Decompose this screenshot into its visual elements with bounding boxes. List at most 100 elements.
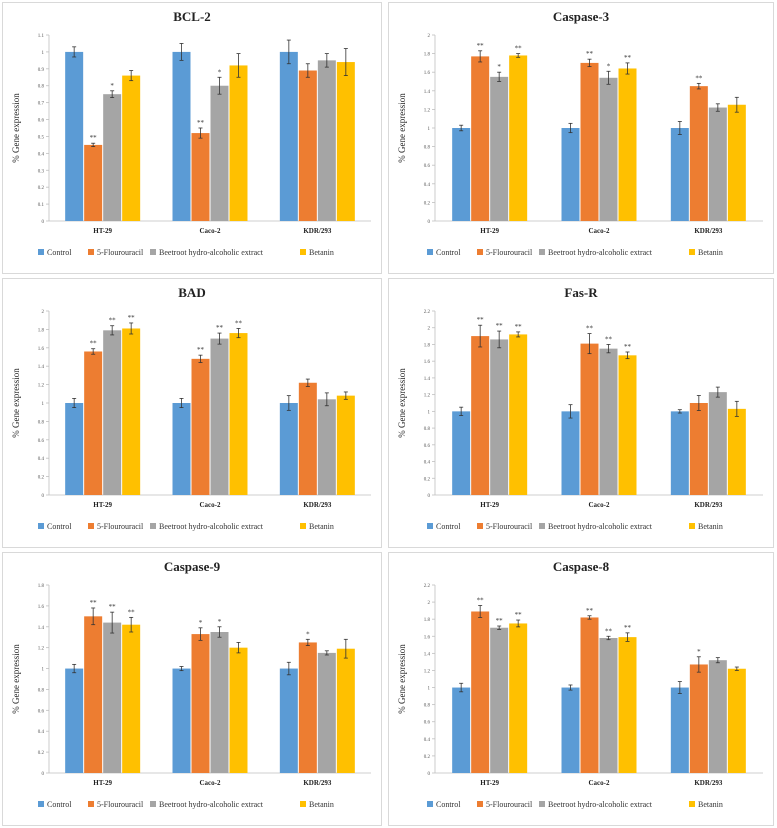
- bar-ht-29-5-flourouracil: [471, 336, 490, 495]
- bar-kdr-293-beetroot-hydro-alcoholic-extract: [317, 60, 336, 222]
- significance-label: **: [624, 54, 632, 62]
- significance-label: **: [197, 119, 205, 127]
- x-category-label: HT-29: [480, 227, 499, 235]
- legend-label-betanin: Betanin: [309, 248, 334, 257]
- y-tick-label: 0.6: [424, 164, 431, 169]
- chart-panel-bad: BAD % Gene expression 0 0.2 0.4 0.6 0.8 1 1.2 1.4…: [2, 278, 382, 548]
- legend-label-betanin: Betanin: [309, 522, 334, 531]
- y-tick-label: 0.8: [424, 704, 431, 709]
- y-tick-label: 0.6: [38, 709, 45, 714]
- significance-label: *: [697, 648, 701, 656]
- significance-label: *: [110, 82, 114, 90]
- significance-label: **: [586, 50, 594, 58]
- chart-fasr: Fas-R % Gene expression 0 0.2 0.4 0.6 0.8 1 1.2 1…: [397, 285, 763, 531]
- significance-label: **: [90, 134, 98, 142]
- legend-swatch-beetroot-hydro-alcoholic-extract: [150, 249, 156, 255]
- bar-kdr-293-beetroot-hydro-alcoholic-extract: [708, 660, 727, 773]
- y-tick-label: 1.6: [424, 71, 431, 76]
- y-tick-label: 0.9: [38, 68, 45, 73]
- significance-label: **: [90, 340, 98, 348]
- bar-kdr-293-control: [670, 687, 689, 773]
- bar-ht-29-control: [65, 51, 84, 222]
- y-tick-label: 2.2: [424, 310, 431, 315]
- bar-caco-2-beetroot-hydro-alcoholic-extract: [599, 77, 618, 221]
- x-category-label: Caco-2: [200, 501, 221, 509]
- legend-swatch-5-flourouracil: [88, 249, 94, 255]
- y-axis-label: % Gene expression: [397, 368, 407, 438]
- bar-kdr-293-betanin: [336, 395, 355, 495]
- legend-swatch-control: [427, 249, 433, 255]
- y-tick-label: 2: [428, 327, 431, 332]
- significance-label: **: [235, 319, 243, 327]
- bar-caco-2-betanin: [229, 647, 248, 773]
- chart-panel-caspase3: Caspase-3 % Gene expression 0 0.2 0.4 0.6 0.8 1…: [388, 2, 774, 274]
- y-tick-label: 0.4: [424, 183, 431, 188]
- legend-swatch-5-flourouracil: [88, 801, 94, 807]
- y-tick-label: 1: [42, 51, 45, 56]
- y-tick-label: 1: [428, 127, 431, 132]
- x-category-label: HT-29: [93, 501, 112, 509]
- bar-kdr-293-beetroot-hydro-alcoholic-extract: [317, 652, 336, 773]
- bar-caco-2-5-flourouracil: [580, 62, 599, 222]
- x-category-label: HT-29: [93, 779, 112, 787]
- legend-label-5-flourouracil: 5-Flourouracil: [97, 800, 144, 809]
- significance-label: **: [586, 325, 594, 333]
- y-tick-label: 1.2: [38, 384, 45, 389]
- y-tick-label: 1: [428, 410, 431, 415]
- x-category-label: Caco-2: [589, 227, 610, 235]
- significance-label: *: [218, 618, 222, 626]
- y-tick-label: 1.4: [424, 90, 431, 95]
- legend-label-5-flourouracil: 5-Flourouracil: [486, 522, 533, 531]
- y-tick-label: 1.4: [424, 652, 431, 657]
- legend-label-beetroot-hydro-alcoholic-extract: Beetroot hydro-alcoholic extract: [548, 800, 653, 809]
- legend-swatch-beetroot-hydro-alcoholic-extract: [150, 523, 156, 529]
- y-tick-label: 0.7: [38, 102, 45, 107]
- bar-ht-29-betanin: [509, 334, 528, 495]
- bar-caco-2-betanin: [229, 333, 248, 495]
- y-tick-label: 0.2: [424, 201, 431, 206]
- x-category-label: KDR/293: [303, 779, 332, 787]
- bar-caco-2-beetroot-hydro-alcoholic-extract: [210, 85, 229, 222]
- significance-label: **: [496, 322, 504, 330]
- legend-swatch-betanin: [689, 801, 695, 807]
- bar-caco-2-5-flourouracil: [191, 634, 210, 773]
- y-axis-label: % Gene expression: [11, 93, 21, 163]
- legend-swatch-betanin: [300, 801, 306, 807]
- x-category-label: KDR/293: [303, 501, 332, 509]
- bar-kdr-293-betanin: [336, 62, 355, 221]
- bar-ht-29-betanin: [509, 55, 528, 222]
- bar-ht-29-control: [452, 687, 471, 773]
- bar-caco-2-beetroot-hydro-alcoholic-extract: [210, 632, 229, 773]
- significance-label: **: [128, 314, 136, 322]
- bar-caco-2-betanin: [618, 637, 637, 773]
- bar-ht-29-control: [65, 668, 84, 773]
- legend-swatch-betanin: [689, 249, 695, 255]
- bar-caco-2-control: [172, 403, 191, 495]
- y-axis-label: % Gene expression: [397, 644, 407, 714]
- legend-swatch-5-flourouracil: [477, 801, 483, 807]
- y-tick-label: 0.3: [38, 169, 45, 174]
- y-tick-label: 1: [42, 402, 45, 407]
- significance-label: **: [197, 346, 205, 354]
- significance-label: **: [605, 335, 613, 343]
- bar-kdr-293-5-flourouracil: [689, 664, 708, 773]
- significance-label: **: [695, 74, 703, 82]
- bar-ht-29-control: [452, 128, 471, 221]
- legend-swatch-control: [427, 523, 433, 529]
- legend-label-beetroot-hydro-alcoholic-extract: Beetroot hydro-alcoholic extract: [548, 522, 653, 531]
- significance-label: **: [515, 323, 523, 331]
- y-tick-label: 0.2: [38, 186, 45, 191]
- bar-caco-2-control: [172, 51, 191, 222]
- bar-ht-29-betanin: [122, 624, 141, 773]
- bar-ht-29-control: [65, 403, 84, 495]
- y-tick-label: 1.8: [424, 618, 431, 623]
- bar-caco-2-betanin: [618, 355, 637, 495]
- y-tick-label: 0.8: [424, 146, 431, 151]
- bar-kdr-293-control: [279, 668, 298, 773]
- legend-swatch-betanin: [300, 523, 306, 529]
- y-tick-label: 1.2: [424, 669, 431, 674]
- y-tick-label: 0.8: [424, 427, 431, 432]
- bar-ht-29-5-flourouracil: [84, 616, 103, 773]
- significance-label: **: [624, 343, 632, 351]
- significance-label: **: [515, 45, 523, 53]
